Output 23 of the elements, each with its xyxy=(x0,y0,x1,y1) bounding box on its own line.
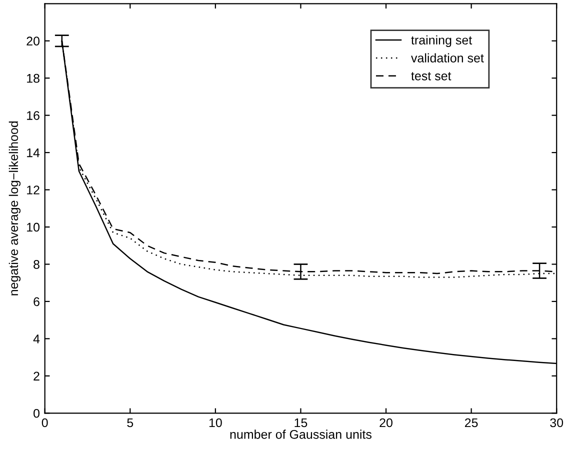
legend-label: validation set xyxy=(411,53,484,62)
x-tick-label: 15 xyxy=(294,418,308,428)
y-tick-label: 2 xyxy=(34,372,40,380)
y-tick-label: 8 xyxy=(34,260,40,269)
y-tick-label: 10 xyxy=(27,222,40,232)
y-tick-label: 16 xyxy=(27,111,40,120)
x-tick-label: 20 xyxy=(380,418,392,428)
x-tick-label: 25 xyxy=(464,418,478,428)
x-tick-label: 5 xyxy=(127,418,134,428)
legend-label: test set xyxy=(411,72,452,80)
x-tick-label: 30 xyxy=(550,418,564,428)
y-tick-label: 12 xyxy=(27,186,40,194)
y-tick-label: 18 xyxy=(27,74,40,83)
y-tick-label: 4 xyxy=(33,334,40,344)
y-tick-label: 0 xyxy=(34,408,40,418)
y-tick-label: 20 xyxy=(26,36,40,46)
x-tick-label: 0 xyxy=(42,418,48,428)
y-axis-title: negative average log−likelihood xyxy=(8,121,21,296)
x-tick-label: 10 xyxy=(209,418,222,428)
legend-label: training set xyxy=(411,35,472,48)
y-tick-label: 14 xyxy=(27,148,40,158)
x-axis-title: number of Gaussian units xyxy=(230,430,372,439)
y-tick-label: 6 xyxy=(34,297,40,306)
